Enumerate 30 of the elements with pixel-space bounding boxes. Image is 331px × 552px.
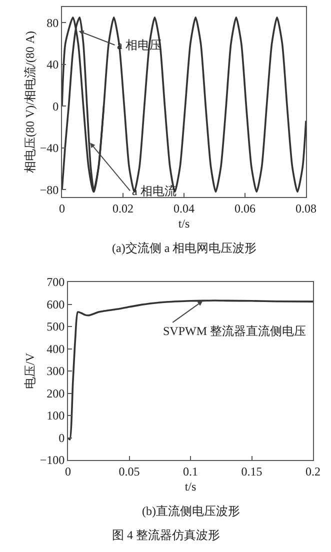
y-tick-label: 700 [46, 275, 65, 290]
text: (a)交流侧 a 相电网电压波形 [112, 241, 257, 255]
annotation: SVPWM 整流器直流侧电压 [163, 324, 306, 338]
y-tick-label: 200 [46, 386, 65, 400]
y-tick-label: −80 [40, 182, 59, 197]
x-tick-label: 0.04 [174, 201, 194, 216]
y-tick-label: −100 [40, 453, 65, 468]
y-axis-title: 相电压(80 V)/相电流/(80 A) [23, 31, 38, 173]
x-axis-title: t/s [184, 479, 196, 494]
text: (b)直流侧电压波形 [142, 504, 240, 518]
y-tick-label: 80 [46, 16, 59, 30]
x-tick-label: 0.08 [296, 201, 316, 216]
y-tick-label: 500 [46, 320, 65, 334]
x-tick-label: 0.06 [234, 201, 256, 216]
x-tick-label: 0.02 [112, 201, 134, 216]
y-tick-label: 300 [46, 364, 65, 378]
y-tick-label: 40 [46, 58, 59, 72]
x-tick-label: 0.15 [241, 464, 262, 478]
x-tick-label: 0.1 [183, 464, 198, 478]
y-tick-label: 400 [46, 342, 65, 356]
y-tick-label: −40 [40, 141, 59, 156]
y-axis-title: 电压/V [23, 352, 38, 389]
y-tick-label: 100 [46, 408, 65, 423]
x-axis-title: t/s [178, 216, 190, 230]
y-tick-label: 600 [46, 297, 65, 312]
y-tick-label: 0 [52, 99, 59, 114]
x-tick-label: 0.05 [118, 464, 140, 478]
y-tick-label: 0 [58, 430, 65, 445]
caption: 图 4 整流器仿真波形 [112, 528, 220, 542]
x-tick-label: 0.2 [306, 464, 320, 478]
